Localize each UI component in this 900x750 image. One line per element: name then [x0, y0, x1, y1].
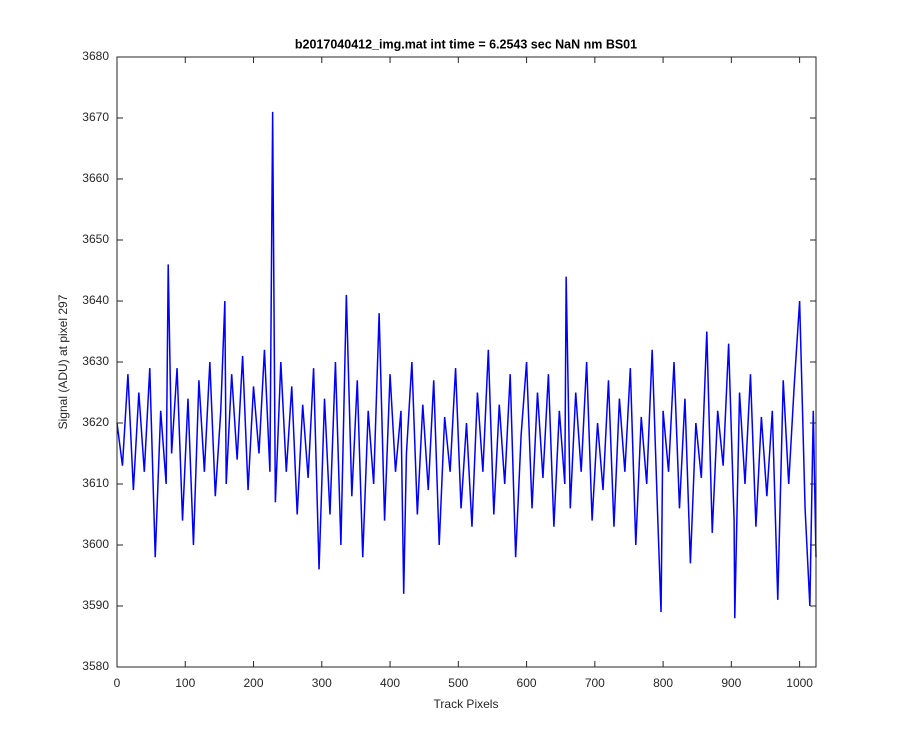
x-tick-label: 1000 [786, 676, 813, 690]
x-tick-label: 800 [653, 676, 673, 690]
x-tick-label: 100 [175, 676, 195, 690]
x-tick-label: 600 [517, 676, 537, 690]
axes-box [116, 56, 817, 668]
y-tick-label: 3580 [82, 659, 109, 673]
y-axis-label: Signal (ADU) at pixel 297 [56, 294, 70, 429]
y-tick-label: 3660 [82, 171, 109, 185]
x-tick-label: 0 [114, 676, 121, 690]
y-tick-label: 3590 [82, 598, 109, 612]
y-tick-label: 3640 [82, 293, 109, 307]
x-tick-label: 700 [585, 676, 605, 690]
x-tick-label: 300 [312, 676, 332, 690]
x-axis-label: Track Pixels [434, 697, 499, 711]
y-tick-label: 3620 [82, 415, 109, 429]
y-tick-label: 3630 [82, 354, 109, 368]
y-tick-label: 3670 [82, 110, 109, 124]
x-tick-label: 200 [244, 676, 264, 690]
x-tick-label: 900 [721, 676, 741, 690]
y-tick-label: 3650 [82, 232, 109, 246]
chart-title: b2017040412_img.mat int time = 6.2543 se… [295, 37, 637, 51]
x-tick-label: 400 [380, 676, 400, 690]
data-line [116, 111, 817, 619]
y-tick-label: 3610 [82, 476, 109, 490]
y-tick-label: 3600 [82, 537, 109, 551]
x-tick-label: 500 [448, 676, 468, 690]
y-tick-label: 3680 [82, 49, 109, 63]
